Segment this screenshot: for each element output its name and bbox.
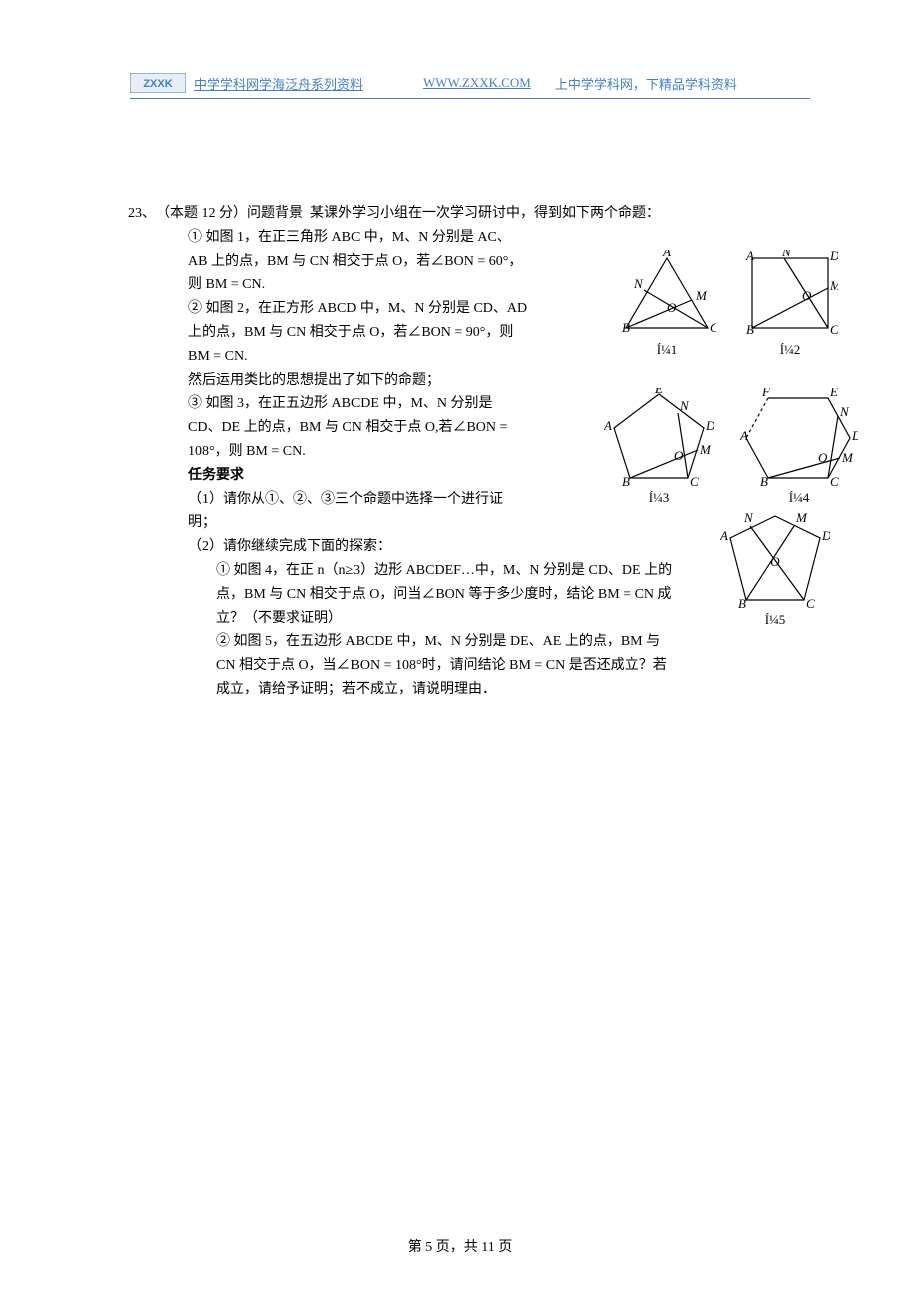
figure-1-caption: Í¼1	[657, 342, 678, 358]
footer-suffix: 页	[495, 1240, 513, 1255]
task2a-prefix: ①	[216, 563, 230, 578]
footer-mid: 页，共	[432, 1240, 481, 1255]
svg-text:D: D	[705, 418, 714, 433]
figure-5-caption: Í¼5	[765, 612, 786, 628]
svg-text:O: O	[770, 554, 780, 569]
page-header: ZXXK 中学学科网学海泛舟系列资料 WWW.ZXXK.COM 上中学学科网，下…	[130, 68, 810, 99]
footer-prefix: 第	[408, 1240, 426, 1255]
figure-1: A B C M N O Í¼1	[618, 250, 716, 358]
svg-text:B: B	[760, 474, 768, 488]
prop1-prefix: ①	[188, 230, 202, 245]
page-footer: 第 5 页，共 11 页	[0, 1236, 920, 1256]
svg-text:N: N	[679, 398, 690, 413]
prop2-text: 如图 2，在正方形 ABCD 中，M、N 分别是 CD、AD 上的点，BM 与 …	[188, 301, 527, 364]
task-2a: ① 如图 4，在正 n（n≥3）边形 ABCDEF…中，M、N 分别是 CD、D…	[216, 559, 676, 630]
svg-text:A: A	[745, 250, 754, 263]
svg-text:F: F	[761, 388, 771, 399]
task2b-prefix: ②	[216, 634, 230, 649]
svg-text:O: O	[818, 450, 828, 465]
svg-text:N: N	[743, 510, 754, 525]
svg-text:D: D	[851, 428, 858, 443]
task1-prefix: （1）	[188, 492, 223, 507]
logo-icon: ZXXK	[130, 73, 186, 93]
question-points: （本题 12 分）	[156, 202, 247, 226]
footer-total: 11	[481, 1240, 494, 1255]
svg-text:C: C	[710, 320, 716, 335]
svg-text:D: D	[821, 528, 830, 543]
svg-text:ZXXK: ZXXK	[143, 78, 172, 90]
task2b-text: 如图 5，在五边形 ABCDE 中，M、N 分别是 DE、AE 上的点，BM 与…	[216, 634, 667, 697]
svg-text:N: N	[839, 404, 850, 419]
figure-4-svg: F E D C B A M N O	[740, 388, 858, 488]
proposition-2: ② 如图 2，在正方形 ABCD 中，M、N 分别是 CD、AD 上的点，BM …	[188, 297, 528, 368]
task2a-text: 如图 4，在正 n（n≥3）边形 ABCDEF…中，M、N 分别是 CD、DE …	[216, 563, 672, 626]
svg-text:A: A	[604, 418, 612, 433]
figures-row-2: E D C B A M N O Í¼3	[604, 388, 858, 506]
svg-text:C: C	[830, 322, 838, 337]
proposition-1: ① 如图 1，在正三角形 ABC 中，M、N 分别是 AC、AB 上的点，BM …	[188, 226, 528, 297]
task1-text: 请你从①、②、③三个命题中选择一个进行证明；	[188, 492, 503, 531]
prop1-text: 如图 1，在正三角形 ABC 中，M、N 分别是 AC、AB 上的点，BM 与 …	[188, 230, 522, 293]
figures-row-3: A D C B M N O Í¼5	[720, 510, 830, 628]
figure-5-svg: A D C B M N O	[720, 510, 830, 610]
question-number: 23、	[128, 202, 156, 226]
figure-3-svg: E D C B A M N O	[604, 388, 714, 488]
figure-5: A D C B M N O Í¼5	[720, 510, 830, 628]
task-2: （2）请你继续完成下面的探索：	[188, 535, 528, 559]
header-slogan-text: 上中学学科网，下精品学科资料	[555, 74, 737, 93]
svg-text:B: B	[746, 322, 754, 337]
figure-4-caption: Í¼4	[789, 490, 810, 506]
svg-text:E: E	[829, 388, 838, 399]
svg-text:M: M	[695, 288, 708, 303]
svg-text:D: D	[829, 250, 838, 263]
figure-4: F E D C B A M N O Í¼4	[740, 388, 858, 506]
figure-2: A D B C M N O Í¼2	[742, 250, 838, 358]
background-label: 问题背景	[247, 202, 303, 226]
svg-text:C: C	[690, 474, 699, 488]
task-2b: ② 如图 5，在五边形 ABCDE 中，M、N 分别是 DE、AE 上的点，BM…	[216, 630, 676, 701]
svg-text:M: M	[795, 510, 808, 525]
svg-text:O: O	[667, 300, 677, 315]
task-label: 任务要求	[188, 464, 528, 488]
figure-2-caption: Í¼2	[780, 342, 801, 358]
figures-row-1: A B C M N O Í¼1 A D	[618, 250, 838, 358]
task-1: （1）请你从①、②、③三个命题中选择一个进行证明；	[188, 488, 528, 536]
figure-3-caption: Í¼3	[649, 490, 670, 506]
background-text: 某课外学习小组在一次学习研讨中，得到如下两个命题：	[310, 202, 660, 226]
svg-text:B: B	[622, 320, 630, 335]
task2-text: 请你继续完成下面的探索：	[223, 539, 391, 554]
svg-text:A: A	[740, 428, 748, 443]
header-series-text: 中学学科网学海泛舟系列资料	[194, 74, 363, 93]
svg-text:A: A	[662, 250, 671, 259]
svg-text:M: M	[829, 278, 838, 293]
svg-text:N: N	[633, 276, 644, 291]
svg-text:M: M	[699, 442, 712, 457]
svg-text:O: O	[802, 288, 812, 303]
prop3-prefix: ③	[188, 396, 202, 411]
svg-text:A: A	[720, 528, 728, 543]
task2-prefix: （2）	[188, 539, 223, 554]
svg-text:C: C	[806, 596, 815, 610]
svg-text:M: M	[841, 450, 854, 465]
figure-3: E D C B A M N O Í¼3	[604, 388, 714, 506]
svg-text:E: E	[654, 388, 663, 396]
svg-text:C: C	[830, 474, 839, 488]
figure-2-svg: A D B C M N O	[742, 250, 838, 340]
proposition-3: ③ 如图 3，在正五边形 ABCDE 中，M、N 分别是 CD、DE 上的点，B…	[188, 392, 528, 463]
header-url-text[interactable]: WWW.ZXXK.COM	[423, 75, 531, 91]
svg-text:N: N	[781, 250, 792, 259]
prop2-prefix: ②	[188, 301, 202, 316]
prop3-text: 如图 3，在正五边形 ABCDE 中，M、N 分别是 CD、DE 上的点，BM …	[188, 396, 507, 459]
svg-text:B: B	[738, 596, 746, 610]
svg-text:O: O	[674, 448, 684, 463]
svg-text:B: B	[622, 474, 630, 488]
figure-1-svg: A B C M N O	[618, 250, 716, 340]
then-line: 然后运用类比的思想提出了如下的命题；	[188, 369, 528, 393]
page: ZXXK 中学学科网学海泛舟系列资料 WWW.ZXXK.COM 上中学学科网，下…	[0, 0, 920, 1302]
